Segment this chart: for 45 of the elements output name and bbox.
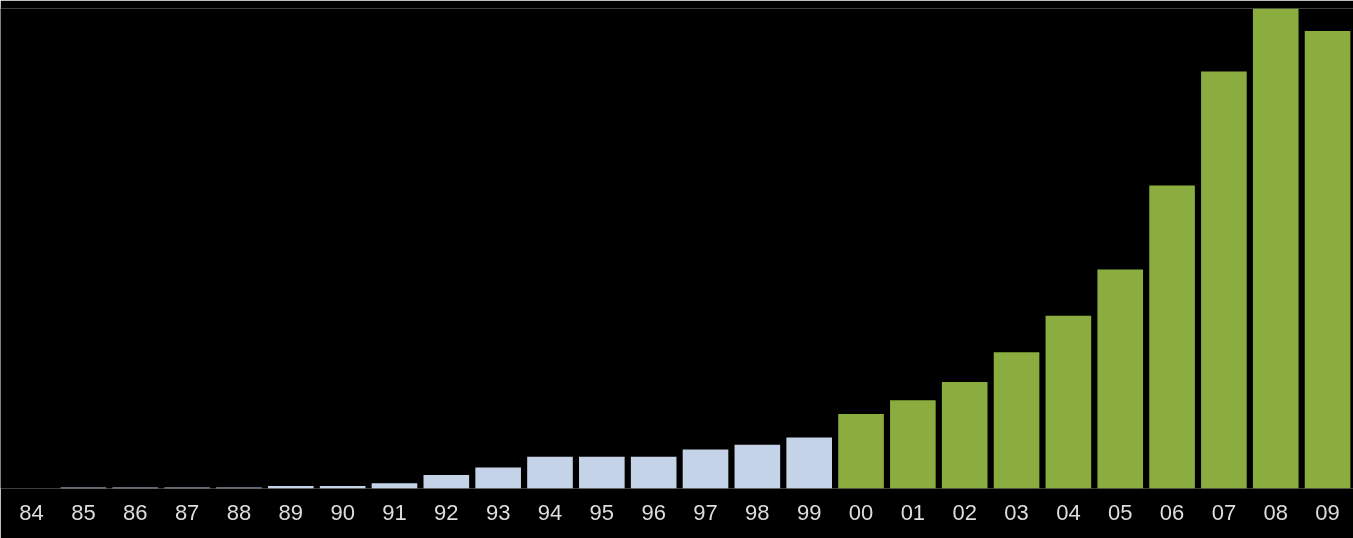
- x-tick-label: 99: [796, 499, 822, 525]
- x-tick-label: 97: [693, 499, 718, 525]
- bar: [786, 437, 832, 489]
- x-tick-label: 96: [641, 499, 666, 525]
- bar: [423, 475, 470, 489]
- bar: [838, 414, 884, 489]
- x-tick-label: 05: [1107, 499, 1133, 525]
- x-tick-label: 95: [589, 499, 615, 525]
- bar: [1304, 31, 1351, 489]
- bar: [682, 449, 729, 489]
- x-tick-label: 84: [19, 499, 44, 525]
- x-tick-label: 04: [1056, 499, 1081, 525]
- x-tick-label: 07: [1211, 499, 1237, 525]
- bar: [734, 444, 781, 489]
- x-tick-label: 87: [174, 499, 200, 525]
- bar: [890, 400, 936, 489]
- bar: [1149, 185, 1195, 489]
- bar: [475, 467, 521, 489]
- x-tick-label: 06: [1159, 499, 1185, 525]
- x-tick-label: 93: [485, 499, 511, 525]
- bar: [1097, 269, 1144, 489]
- x-tick-label: 89: [278, 499, 304, 525]
- x-tick-label: 02: [952, 499, 977, 525]
- bar: [630, 456, 677, 489]
- x-tick-label: 94: [537, 499, 563, 525]
- bar: [1252, 8, 1299, 489]
- x-tick-label: 88: [226, 499, 252, 525]
- bar: [527, 456, 573, 489]
- x-tick-label: 03: [1004, 499, 1029, 525]
- bar: [1045, 315, 1092, 489]
- bar: [993, 352, 1040, 489]
- x-tick-label: 08: [1263, 499, 1288, 525]
- bar: [371, 483, 418, 489]
- x-tick-label: 98: [745, 499, 770, 525]
- x-tick-label: 86: [123, 499, 148, 525]
- bar: [1201, 71, 1247, 489]
- x-tick-label: 00: [848, 499, 874, 525]
- bar: [941, 381, 988, 489]
- x-tick-label: 91: [382, 499, 407, 525]
- x-tick-label: 90: [330, 499, 355, 525]
- x-tick-label: 92: [434, 499, 459, 525]
- x-tick-label: 01: [900, 499, 926, 525]
- x-tick-label: 85: [71, 499, 96, 525]
- x-tick-label: 09: [1315, 499, 1340, 525]
- bar: [579, 456, 625, 489]
